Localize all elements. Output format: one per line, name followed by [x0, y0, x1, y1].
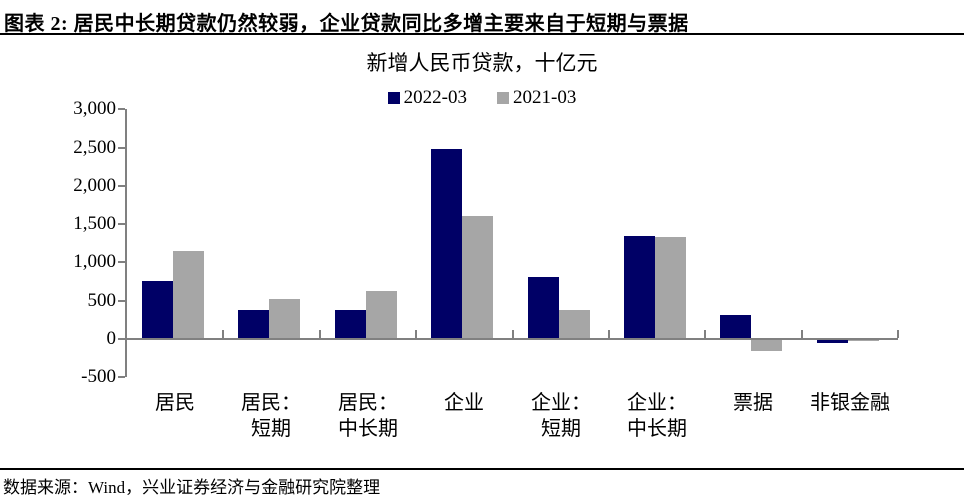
bar-2022-03-居民：短期 — [238, 310, 269, 339]
x-axis-tick — [512, 330, 514, 338]
y-axis-tick — [118, 338, 125, 340]
x-axis-tick — [222, 330, 224, 338]
x-axis-category-label: 企业： — [627, 392, 687, 414]
x-axis-tick — [415, 330, 417, 338]
x-axis-tick — [319, 330, 321, 338]
legend-swatch-2021-03 — [497, 92, 509, 104]
x-axis-tick — [704, 330, 706, 338]
y-axis-label: 3,000 — [73, 98, 116, 119]
bar-2022-03-企业：中长期 — [624, 236, 655, 339]
x-axis-category-label: 短期 — [251, 418, 291, 440]
x-axis — [125, 338, 898, 340]
y-axis-label: 1,500 — [73, 213, 116, 234]
bar-2022-03-企业 — [431, 149, 462, 339]
x-axis-category-label: 居民 — [155, 392, 195, 414]
chart-subtitle: 新增人民币贷款，十亿元 — [366, 51, 598, 75]
y-axis-tick — [118, 108, 125, 110]
legend-label-2021-03: 2021-03 — [513, 87, 577, 108]
title-underline — [0, 33, 964, 35]
y-axis-label: 500 — [87, 290, 117, 311]
bar-2022-03-企业：短期 — [528, 277, 559, 339]
y-axis-label: 1,000 — [73, 251, 116, 272]
x-axis-category-label: 中长期 — [627, 418, 687, 440]
y-axis — [125, 109, 127, 377]
y-axis-tick — [118, 185, 125, 187]
data-source-note: 数据来源：Wind，兴业证券经济与金融研究院整理 — [3, 478, 381, 497]
bar-2021-03-企业：中长期 — [655, 237, 686, 339]
bar-2022-03-非银金融 — [817, 339, 848, 343]
x-axis-category-label: 非银金融 — [810, 392, 890, 414]
legend-item-2022-03: 2022-03 — [387, 87, 467, 109]
x-axis-category-label: 企业 — [444, 392, 484, 414]
bar-2021-03-票据 — [751, 339, 782, 351]
bar-2021-03-企业：短期 — [559, 310, 590, 339]
legend-item-2021-03: 2021-03 — [497, 87, 576, 109]
x-axis-category-label: 居民： — [241, 392, 301, 414]
x-axis-tick — [801, 330, 803, 338]
y-axis-label: 2,500 — [73, 137, 116, 158]
x-axis-category-label: 票据 — [733, 392, 773, 414]
bar-2021-03-非银金融 — [848, 339, 879, 341]
bar-2022-03-居民 — [142, 281, 173, 339]
y-axis-tick — [118, 147, 125, 149]
y-axis-tick — [118, 261, 125, 263]
legend-swatch-2022-03 — [387, 92, 400, 104]
x-axis-category-label: 企业： — [531, 392, 591, 414]
bar-2022-03-票据 — [720, 315, 751, 339]
y-axis-label: -500 — [81, 366, 116, 387]
y-axis-label: 0 — [106, 328, 117, 349]
bar-2021-03-居民：中长期 — [366, 291, 397, 339]
y-axis-tick — [118, 376, 125, 378]
x-axis-category-label: 居民： — [338, 392, 398, 414]
bar-2022-03-居民：中长期 — [335, 310, 366, 339]
x-axis-category-label: 短期 — [541, 418, 581, 440]
chart-legend: 2022-03 2021-03 — [0, 87, 964, 109]
bar-2021-03-企业 — [462, 216, 493, 339]
bar-2021-03-居民：短期 — [269, 299, 300, 339]
x-axis-tick — [608, 330, 610, 338]
x-axis-category-label: 中长期 — [338, 418, 398, 440]
legend-label-2022-03: 2022-03 — [403, 87, 467, 108]
y-axis-tick — [118, 223, 125, 225]
bar-2021-03-居民 — [173, 251, 204, 339]
x-axis-tick — [897, 330, 899, 338]
footer-divider — [0, 468, 964, 470]
chart-figure-title: 图表 2: 居民中长期贷款仍然较弱，企业贷款同比多增主要来自于短期与票据 — [4, 13, 689, 35]
y-axis-tick — [118, 300, 125, 302]
y-axis-label: 2,000 — [73, 175, 116, 196]
